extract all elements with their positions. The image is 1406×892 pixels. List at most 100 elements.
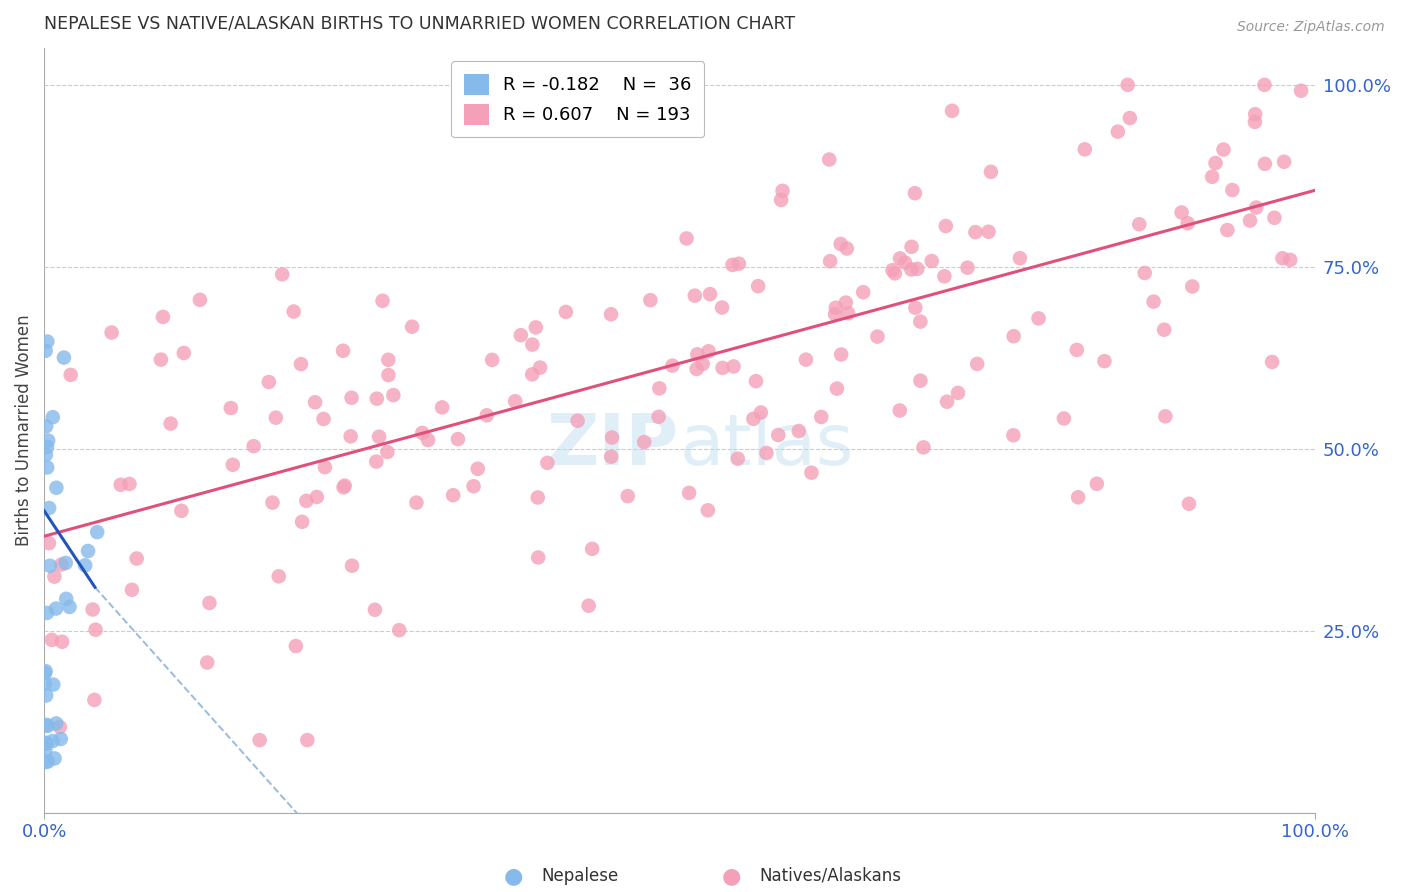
Point	[910, 315, 932, 329]
Point	[755, 446, 778, 460]
Point	[1002, 329, 1025, 343]
Point	[749, 406, 772, 420]
Point	[34, 666, 56, 681]
Point	[1244, 115, 1267, 129]
Point	[219, 401, 242, 415]
Point	[42, 677, 65, 691]
Point	[600, 430, 623, 444]
Point	[368, 430, 391, 444]
Text: ZIP: ZIP	[547, 411, 679, 481]
Point	[1271, 252, 1294, 266]
Point	[934, 269, 956, 284]
Point	[728, 257, 751, 271]
Point	[118, 477, 141, 491]
Point	[723, 359, 745, 374]
Point	[44, 569, 66, 583]
Text: NEPALESE VS NATIVE/ALASKAN BIRTHS TO UNMARRIED WOMEN CORRELATION CHART: NEPALESE VS NATIVE/ALASKAN BIRTHS TO UNM…	[44, 15, 796, 33]
Point	[159, 417, 181, 431]
Point	[818, 254, 841, 268]
Point	[34, 343, 56, 358]
Point	[249, 733, 271, 747]
Point	[264, 410, 287, 425]
Point	[35, 737, 58, 751]
Point	[946, 385, 969, 400]
Text: Nepalese: Nepalese	[541, 867, 619, 885]
Point	[1142, 294, 1164, 309]
Point	[768, 428, 790, 442]
Point	[787, 424, 810, 438]
Point	[312, 412, 335, 426]
Point	[1289, 84, 1312, 98]
Point	[242, 439, 264, 453]
Point	[721, 258, 744, 272]
Point	[37, 434, 59, 448]
Point	[58, 599, 80, 614]
Point	[692, 357, 714, 371]
Point	[125, 551, 148, 566]
Point	[824, 301, 846, 315]
Point	[935, 219, 957, 233]
Point	[1181, 279, 1204, 293]
Point	[304, 395, 326, 409]
Point	[1119, 111, 1142, 125]
Point	[35, 736, 58, 750]
Point	[267, 569, 290, 583]
Point	[661, 359, 683, 373]
Point	[295, 493, 318, 508]
Point	[866, 329, 889, 343]
Point	[377, 352, 399, 367]
Point	[441, 488, 464, 502]
Text: Natives/Alaskans: Natives/Alaskans	[759, 867, 901, 885]
Point	[291, 515, 314, 529]
Point	[195, 656, 218, 670]
Point	[509, 328, 531, 343]
Point	[382, 388, 405, 402]
Point	[55, 556, 77, 570]
Legend: R = -0.182    N =  36, R = 0.607    N = 193: R = -0.182 N = 36, R = 0.607 N = 193	[451, 62, 704, 137]
Point	[678, 486, 700, 500]
Point	[794, 352, 817, 367]
Point	[883, 266, 905, 280]
Point	[45, 716, 67, 731]
Point	[41, 632, 63, 647]
Point	[905, 261, 928, 276]
Point	[35, 419, 58, 434]
Point	[830, 347, 852, 361]
Point	[600, 307, 623, 321]
Text: Source: ZipAtlas.com: Source: ZipAtlas.com	[1237, 20, 1385, 34]
Point	[536, 456, 558, 470]
Point	[1177, 216, 1199, 230]
Point	[683, 288, 706, 302]
Point	[904, 186, 927, 201]
Point	[699, 287, 721, 301]
Point	[1254, 157, 1277, 171]
Point	[904, 301, 927, 315]
Point	[475, 409, 498, 423]
Point	[340, 558, 363, 573]
Point	[956, 260, 979, 275]
Point	[35, 448, 58, 462]
Point	[818, 153, 841, 167]
Point	[37, 719, 59, 733]
Point	[581, 541, 603, 556]
Point	[567, 414, 589, 428]
Point	[1067, 490, 1090, 504]
Point	[110, 477, 132, 491]
Point	[578, 599, 600, 613]
Point	[34, 677, 56, 691]
Point	[463, 479, 485, 493]
Point	[38, 501, 60, 516]
Point	[1053, 411, 1076, 425]
Point	[305, 490, 328, 504]
Point	[290, 357, 312, 371]
Point	[1008, 251, 1031, 265]
Point	[405, 495, 427, 509]
Point	[84, 623, 107, 637]
Point	[257, 375, 280, 389]
Point	[35, 718, 58, 732]
Point	[910, 374, 932, 388]
Y-axis label: Births to Unmarried Women: Births to Unmarried Women	[15, 315, 32, 547]
Point	[170, 504, 193, 518]
Point	[1066, 343, 1088, 357]
Point	[980, 165, 1002, 179]
